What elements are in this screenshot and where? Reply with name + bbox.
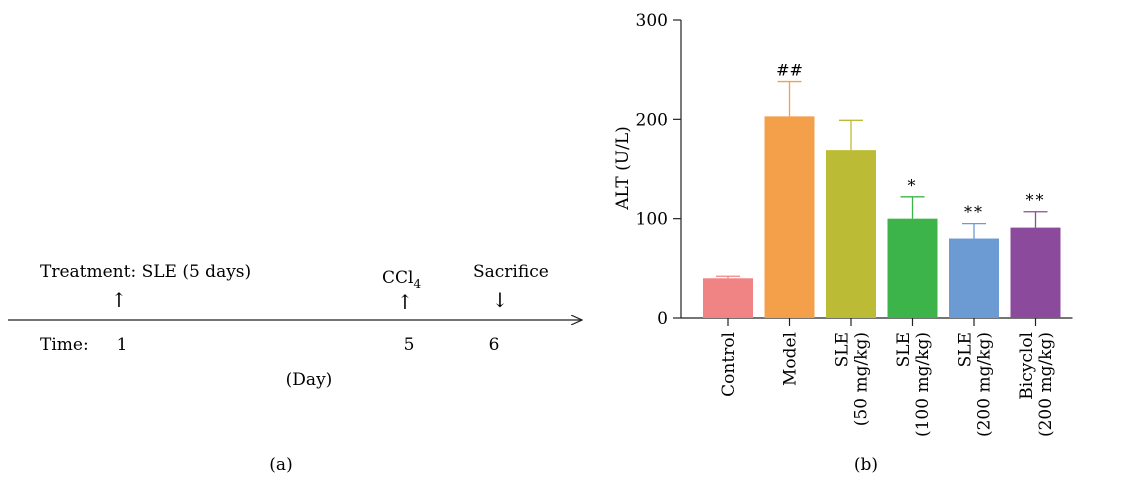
treatment-label: Treatment: SLE (5 days) (40, 262, 251, 282)
timeline-unit-label: (Day) (286, 370, 333, 390)
chart-bars: ##***** (703, 61, 1061, 318)
y-tick-label: 200 (636, 110, 668, 130)
x-tick-label: SLE (894, 332, 914, 367)
ccl4-main: CCl (382, 268, 413, 288)
x-tick-label: Model (781, 332, 801, 386)
treatment-up-arrow-icon: ↑ (111, 288, 128, 312)
x-tick-label: (200 mg/kg) (1036, 332, 1056, 437)
bar (764, 116, 815, 318)
ccl4-subscript: 4 (413, 277, 421, 291)
significance-mark: ** (1026, 191, 1046, 210)
x-tick-label: Bicyclol (1017, 332, 1037, 400)
bar (949, 238, 999, 318)
x-tick-label: SLE (956, 332, 976, 367)
panel-a-caption: (a) (269, 455, 292, 475)
y-tick-label: 300 (636, 11, 668, 31)
chart-x-labels: Control Model SLE (50 mg/kg) SLE (100 mg/kg) S… (719, 332, 1056, 437)
x-tick-label: (100 mg/kg) (913, 332, 933, 437)
ccl4-up-arrow-icon: ↑ (397, 290, 414, 314)
sacrifice-label: Sacrifice (473, 262, 549, 282)
timeline-tick-label: 1 (117, 335, 128, 355)
bar (703, 278, 753, 318)
bar (826, 150, 876, 318)
time-label: Time: (40, 335, 89, 355)
x-tick-label: (200 mg/kg) (975, 332, 995, 437)
timeline-tick-label: 6 (489, 335, 500, 355)
x-tick-label: (50 mg/kg) (852, 332, 872, 426)
y-tick-label: 100 (636, 210, 668, 230)
y-tick-label: 0 (657, 309, 668, 329)
significance-mark: * (908, 176, 918, 195)
y-axis-title: ALT (U/L) (613, 126, 633, 211)
significance-mark: ** (964, 203, 984, 222)
bar (887, 218, 938, 318)
ccl4-label: CCl4 (382, 268, 421, 291)
x-tick-label: Control (719, 332, 739, 397)
panel-b-caption: (b) (854, 455, 878, 475)
bar (1010, 227, 1061, 318)
significance-mark: ## (776, 61, 803, 80)
x-tick-label: SLE (833, 332, 853, 367)
panel-a-timeline: Treatment: SLE (5 days) ↑ CCl4 ↑ Sacrifi… (8, 262, 582, 475)
timeline-tick-label: 5 (404, 335, 415, 355)
sacrifice-down-arrow-icon: ↓ (492, 288, 509, 312)
